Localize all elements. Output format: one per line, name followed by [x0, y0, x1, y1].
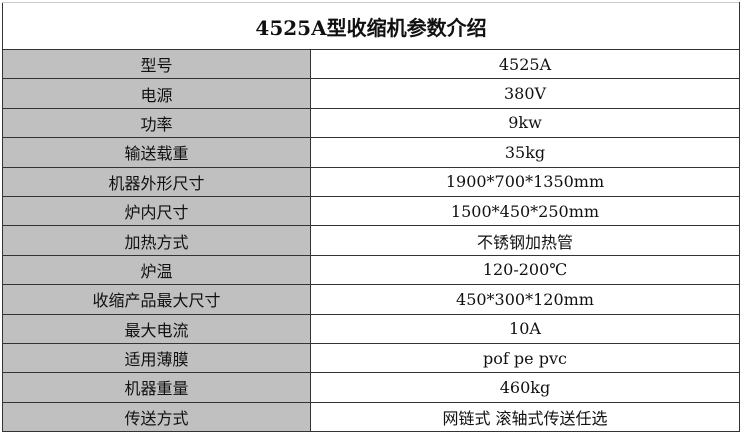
title-row: 4525A型收缩机参数介绍	[2, 2, 740, 50]
param-label: 功率	[2, 107, 311, 139]
table-row: 传送方式 网链式 滚轴式传送任选	[2, 401, 740, 432]
param-label: 型号	[2, 48, 311, 80]
param-value: 不锈钢加热管	[310, 225, 740, 256]
table-row: 机器重量 460kg	[2, 372, 740, 403]
param-label: 收缩产品最大尺寸	[2, 284, 311, 315]
table-row: 适用薄膜 pof pe pvc	[2, 342, 740, 374]
param-label: 炉温	[2, 254, 311, 286]
table-row: 型号 4525A	[2, 48, 740, 80]
table-row: 炉内尺寸 1500*450*250mm	[2, 195, 740, 227]
param-value: 450*300*120mm	[310, 284, 740, 315]
param-value: 9kw	[310, 107, 740, 139]
table-row: 电源 380V	[2, 78, 740, 109]
param-value: 460kg	[310, 372, 740, 403]
param-value: 4525A	[310, 48, 740, 80]
param-value: 380V	[310, 78, 740, 109]
table-row: 最大电流 10A	[2, 313, 740, 344]
param-value: 10A	[310, 313, 740, 344]
param-value: pof pe pvc	[310, 342, 740, 374]
table-title: 4525A型收缩机参数介绍	[2, 2, 740, 50]
param-label: 传送方式	[2, 401, 311, 432]
param-label: 机器外形尺寸	[2, 166, 311, 197]
param-label: 炉内尺寸	[2, 195, 311, 227]
param-value: 35kg	[310, 137, 740, 168]
table-row: 机器外形尺寸 1900*700*1350mm	[2, 166, 740, 197]
table-row: 收缩产品最大尺寸 450*300*120mm	[2, 284, 740, 315]
param-label: 输送载重	[2, 137, 311, 168]
param-value: 网链式 滚轴式传送任选	[310, 401, 740, 432]
param-value: 1500*450*250mm	[310, 195, 740, 227]
table-row: 炉温 120-200℃	[2, 254, 740, 286]
param-label: 机器重量	[2, 372, 311, 403]
param-label: 电源	[2, 78, 311, 109]
table-row: 加热方式 不锈钢加热管	[2, 225, 740, 256]
param-label: 最大电流	[2, 313, 311, 344]
table-row: 功率 9kw	[2, 107, 740, 139]
table-row: 输送载重 35kg	[2, 137, 740, 168]
param-value: 120-200℃	[310, 254, 740, 286]
param-label: 加热方式	[2, 225, 311, 256]
param-value: 1900*700*1350mm	[310, 166, 740, 197]
param-label: 适用薄膜	[2, 342, 311, 374]
